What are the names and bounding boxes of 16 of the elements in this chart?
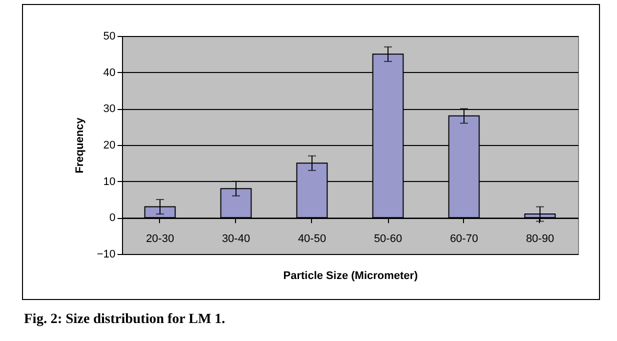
y-tick-label: −10: [96, 248, 116, 260]
y-tick-label: 10: [103, 176, 116, 188]
x-tick-label: 40-50: [298, 233, 326, 246]
x-axis-title: Particle Size (Micrometer): [283, 270, 418, 282]
y-tick-label: 30: [103, 103, 116, 116]
x-tick-label: 80-90: [526, 233, 554, 246]
x-tick-label: 60-70: [450, 233, 478, 246]
x-tick-label: 20-30: [146, 233, 174, 246]
caption: Fig. 2: Size distribution for LM 1.: [24, 312, 226, 328]
x-tick-label: 30-40: [222, 233, 250, 246]
y-tick-label: 40: [103, 66, 116, 79]
y-axis-title: Frequency: [74, 116, 86, 174]
y-tick-label: 0: [109, 212, 116, 224]
y-tick-label: 50: [103, 30, 116, 42]
y-tick-label: 20: [103, 140, 116, 152]
x-tick-label: 50-60: [374, 233, 402, 246]
